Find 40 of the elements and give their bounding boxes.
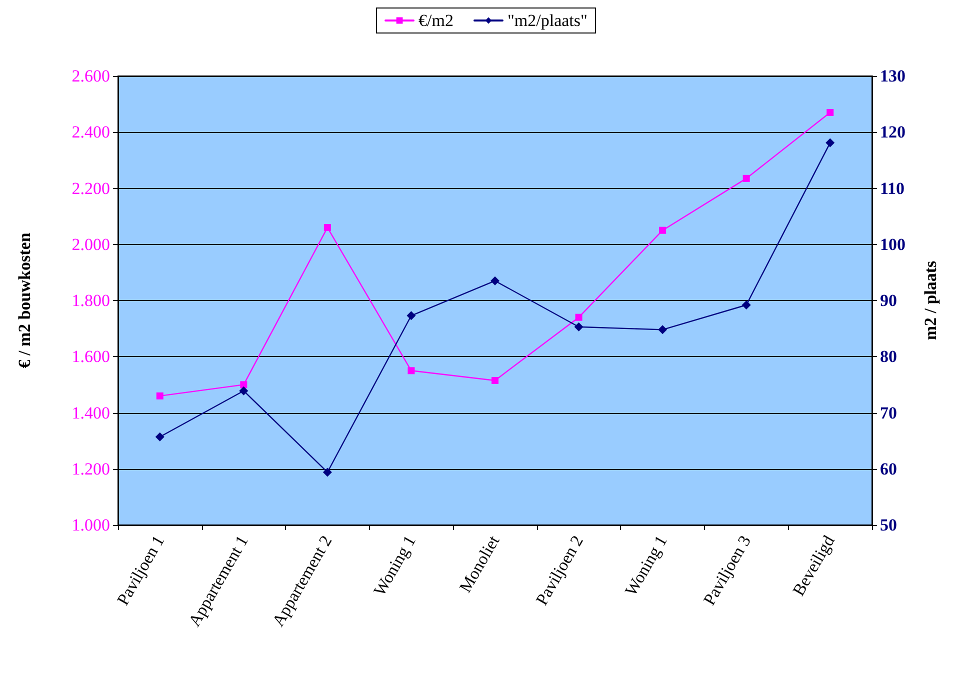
point [574, 322, 584, 332]
point [742, 174, 750, 182]
y2-tick-label: 130 [880, 66, 906, 86]
point [322, 468, 332, 477]
y2-tick-label: 80 [880, 347, 897, 366]
point [408, 367, 415, 374]
y-tick-label: 1.200 [72, 459, 110, 478]
point [240, 381, 248, 388]
y2-tick-label: 90 [880, 291, 897, 310]
point [658, 325, 668, 334]
point [575, 314, 582, 321]
y-tick-label: 2.000 [72, 234, 110, 254]
point [742, 300, 751, 310]
point [826, 108, 834, 116]
point [492, 376, 498, 384]
legend-label: "m2/plaats" [507, 11, 588, 30]
y-tick-label: 1.000 [72, 516, 110, 534]
y2-tick-label: 60 [880, 459, 897, 478]
y-tick-label: 2.200 [72, 178, 110, 198]
y2-tick-label: 100 [880, 234, 906, 254]
y-tick-label: 1.400 [72, 403, 110, 422]
y2-tick-label: 70 [880, 403, 897, 422]
legend-label: €/m2 [418, 11, 454, 30]
y-tick-label: 2.600 [72, 66, 110, 86]
point [826, 138, 835, 148]
y-tick-label: 1.600 [72, 347, 110, 366]
point [490, 276, 500, 286]
y-tick-label: 1.800 [72, 291, 110, 310]
y2-tick-label: 50 [880, 516, 897, 534]
point [156, 392, 164, 400]
point [406, 311, 416, 320]
y2-axis-title: m2 / plaats [921, 260, 940, 340]
y-axis-title: € / m2 bouwkosten [15, 232, 34, 368]
y2-tick-label: 110 [880, 178, 905, 198]
point [155, 432, 164, 442]
y2-tick-label: 120 [880, 122, 906, 142]
point [324, 224, 331, 232]
point [659, 226, 666, 234]
point [239, 386, 248, 396]
y-tick-label: 2.400 [72, 122, 110, 142]
